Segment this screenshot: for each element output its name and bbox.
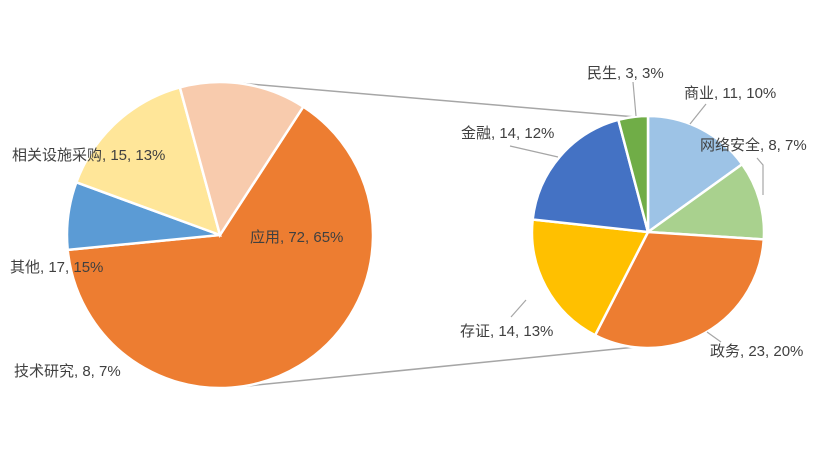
- primary-label-应用: 应用, 72, 65%: [250, 228, 343, 246]
- secondary-slice-金融: [531, 118, 650, 234]
- label-leader-lines: [509, 81, 764, 343]
- leader-line-存证: [510, 299, 527, 318]
- primary-label-其他: 其他, 17, 15%: [10, 259, 103, 276]
- connector-line-bottom: [232, 346, 637, 389]
- primary-slice-其他: [74, 85, 222, 238]
- secondary-slice-民生: [616, 114, 650, 233]
- secondary-label-存证: 存证, 14, 13%: [460, 323, 553, 340]
- primary-pie: [65, 80, 375, 390]
- connector-line-top: [232, 81, 637, 118]
- primary-slice-相关设施采购: [178, 80, 306, 239]
- leader-line-网络安全: [756, 157, 764, 195]
- leader-line-金融: [509, 145, 559, 158]
- secondary-label-政务: 政务, 23, 20%: [710, 343, 803, 360]
- leader-line-民生: [632, 81, 637, 117]
- secondary-label-商业: 商业, 11, 10%: [684, 85, 776, 102]
- primary-label-技术研究: 技术研究, 8, 7%: [14, 363, 121, 380]
- primary-label-相关设施采购: 相关设施采购, 15, 13%: [12, 147, 165, 164]
- secondary-slice-政务: [593, 230, 766, 350]
- secondary-slice-存证: [530, 218, 650, 337]
- leader-line-政务: [706, 331, 722, 343]
- secondary-pie: [530, 114, 766, 350]
- secondary-label-金融: 金融, 14, 12%: [461, 125, 554, 142]
- data-labels: 应用, 72, 65% 技术研究, 8, 7% 其他, 17, 15% 相关设施采购,…: [10, 65, 807, 380]
- secondary-label-网络安全: 网络安全, 8, 7%: [700, 136, 807, 154]
- leader-line-商业: [689, 103, 707, 125]
- secondary-label-民生: 民生, 3, 3%: [587, 65, 664, 82]
- connector-lines: [232, 81, 637, 389]
- primary-slice-应用: [66, 104, 375, 390]
- secondary-slice-网络安全: [644, 162, 766, 241]
- secondary-slice-商业: [646, 114, 744, 235]
